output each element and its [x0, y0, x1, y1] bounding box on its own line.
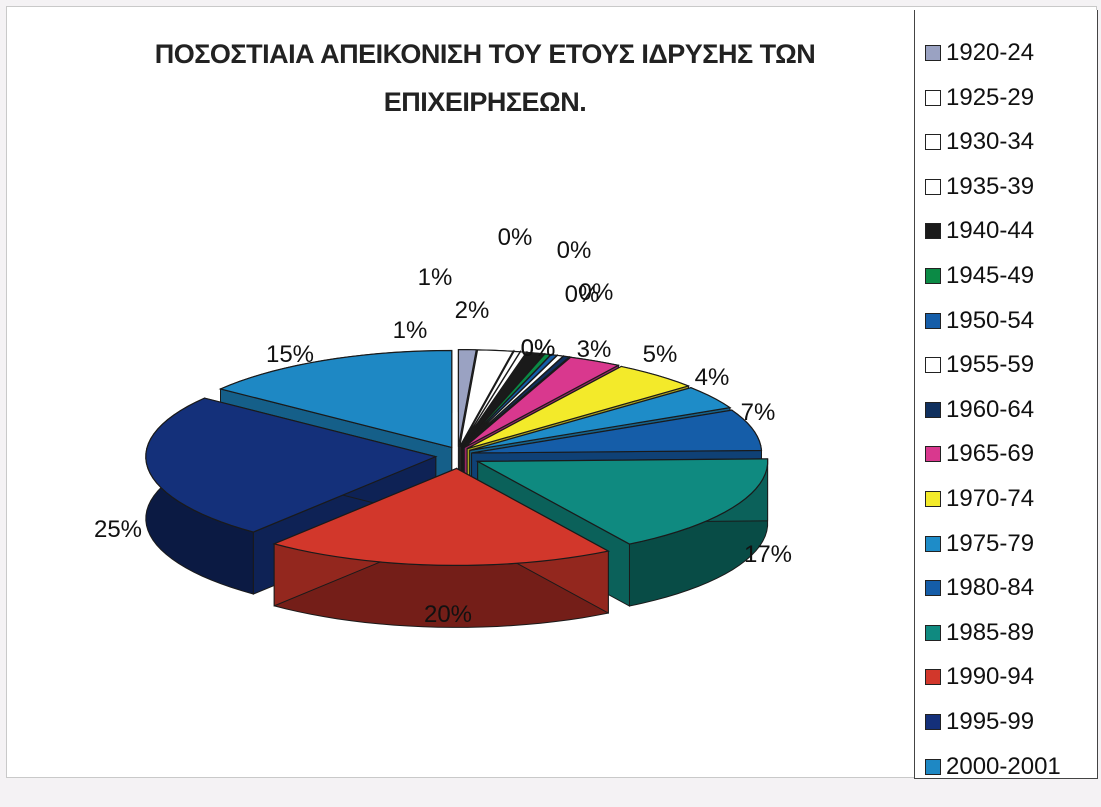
legend-item: 1950-54: [925, 306, 1034, 336]
data-label: 25%: [94, 516, 142, 543]
legend-swatch: [925, 401, 941, 418]
data-label: 0%: [498, 224, 533, 251]
data-label: 5%: [643, 341, 678, 368]
legend-label: 1930-34: [946, 128, 1035, 156]
legend-item: 1975-79: [925, 529, 1034, 559]
data-label: 3%: [577, 336, 612, 363]
legend-label: 1985-89: [946, 618, 1035, 646]
legend-item: 1960-64: [925, 395, 1034, 425]
legend: 1920-24 1925-29 1930-34 1935-39 1940-44 1945-…: [914, 10, 1098, 782]
legend-item: 1965-69: [925, 439, 1034, 469]
legend-swatch: [925, 223, 941, 240]
pie-tops: [145, 349, 769, 567]
title-line-1: ΠΟΣΟΣΤΙΑΙΑ ΑΠΕΙΚΟΝΙΣΗ ΤΟΥ ΕΤΟΥΣ ΙΔΡΥΣΗΣ …: [154, 39, 816, 69]
pie-slice: [469, 387, 732, 451]
data-label: 1%: [418, 264, 453, 291]
data-label: 0%: [557, 237, 592, 264]
legend-item: 1935-39: [925, 172, 1034, 202]
legend-item: 1940-44: [925, 216, 1034, 246]
pie-slice: [272, 467, 611, 567]
legend-swatch: [925, 580, 941, 597]
legend-swatch: [925, 45, 941, 61]
data-label: 0%: [521, 335, 556, 362]
legend-swatch: [925, 491, 941, 507]
data-label: 1%: [393, 317, 428, 344]
legend-label: 1935-39: [946, 172, 1035, 200]
legend-label: 1955-59: [946, 351, 1035, 379]
data-label: 0%: [579, 279, 614, 306]
data-label: 20%: [424, 601, 472, 628]
legend-swatch: [925, 268, 941, 284]
pie-slice: [475, 458, 769, 545]
legend-label: 1960-64: [946, 395, 1035, 423]
legend-label: 1995-99: [946, 708, 1035, 735]
legend-label: 1970-74: [946, 485, 1035, 512]
legend-item: 1945-49: [925, 261, 1034, 291]
legend-label: 1975-79: [946, 529, 1035, 557]
legend-swatch: [925, 89, 941, 106]
data-label: 4%: [695, 364, 730, 391]
data-label: 0%: [565, 281, 600, 308]
legend-label: 1920-24: [946, 39, 1035, 66]
legend-swatch: [925, 312, 941, 329]
legend-item: 1970-74: [925, 484, 1034, 514]
legend-label: 1945-49: [946, 262, 1035, 289]
data-label: 17%: [744, 541, 792, 568]
pie-slice: [459, 349, 514, 447]
pie-slice: [466, 365, 691, 450]
legend-item: 1990-94: [925, 662, 1034, 692]
pie-slice: [462, 355, 571, 448]
legend-label: 1940-44: [946, 217, 1035, 245]
legend-swatch: [925, 758, 941, 775]
pie-chart: 1%2%0% 0%1%0%0%0%0% 3% 5%4%7%17%20%25%15%: [94, 224, 792, 628]
legend-label: 1925-29: [946, 83, 1035, 111]
title-line-2: ΕΠΙΧΕΙΡΗΣΕΩΝ.: [383, 87, 587, 117]
legend-label: 1965-69: [946, 440, 1035, 468]
pie-slice: [145, 397, 438, 533]
legend-label: 1980-84: [946, 574, 1035, 602]
legend-swatch: [925, 624, 941, 641]
data-label: 0%: [521, 335, 556, 362]
legend-swatch: [925, 535, 941, 552]
legend-swatch: [925, 669, 941, 686]
legend-label: 2000-2001: [946, 752, 1061, 780]
pie-slice: [457, 349, 477, 447]
legend-swatch: [925, 178, 941, 195]
legend-item: 1985-89: [925, 618, 1034, 648]
pie-slice: [463, 356, 621, 449]
data-label: 2%: [455, 297, 490, 324]
pie-slice: [471, 409, 763, 454]
legend-swatch: [925, 446, 941, 463]
data-label: 15%: [266, 341, 314, 368]
chart-title: ΠΟΣΟΣΤΙΑΙΑ ΑΠΕΙΚΟΝΙΣΗ ΤΟΥ ΕΤΟΥΣ ΙΔΡΥΣΗΣ …: [60, 30, 910, 126]
legend-item: 1920-24: [925, 38, 1034, 68]
legend-label: 1990-94: [946, 663, 1035, 691]
legend-swatch: [925, 134, 941, 151]
pie-slice: [218, 349, 453, 449]
legend-item: 1980-84: [925, 573, 1034, 603]
legend-swatch: [925, 714, 941, 730]
legend-label: 1950-54: [946, 306, 1035, 334]
legend-item: 1955-59: [925, 350, 1034, 380]
data-label: 7%: [741, 399, 776, 426]
legend-item: 1930-34: [925, 127, 1034, 157]
legend-item: 1925-29: [925, 83, 1034, 113]
legend-item: 1995-99: [925, 707, 1034, 737]
legend-item: 2000-2001: [925, 752, 1061, 782]
legend-swatch: [925, 357, 941, 374]
